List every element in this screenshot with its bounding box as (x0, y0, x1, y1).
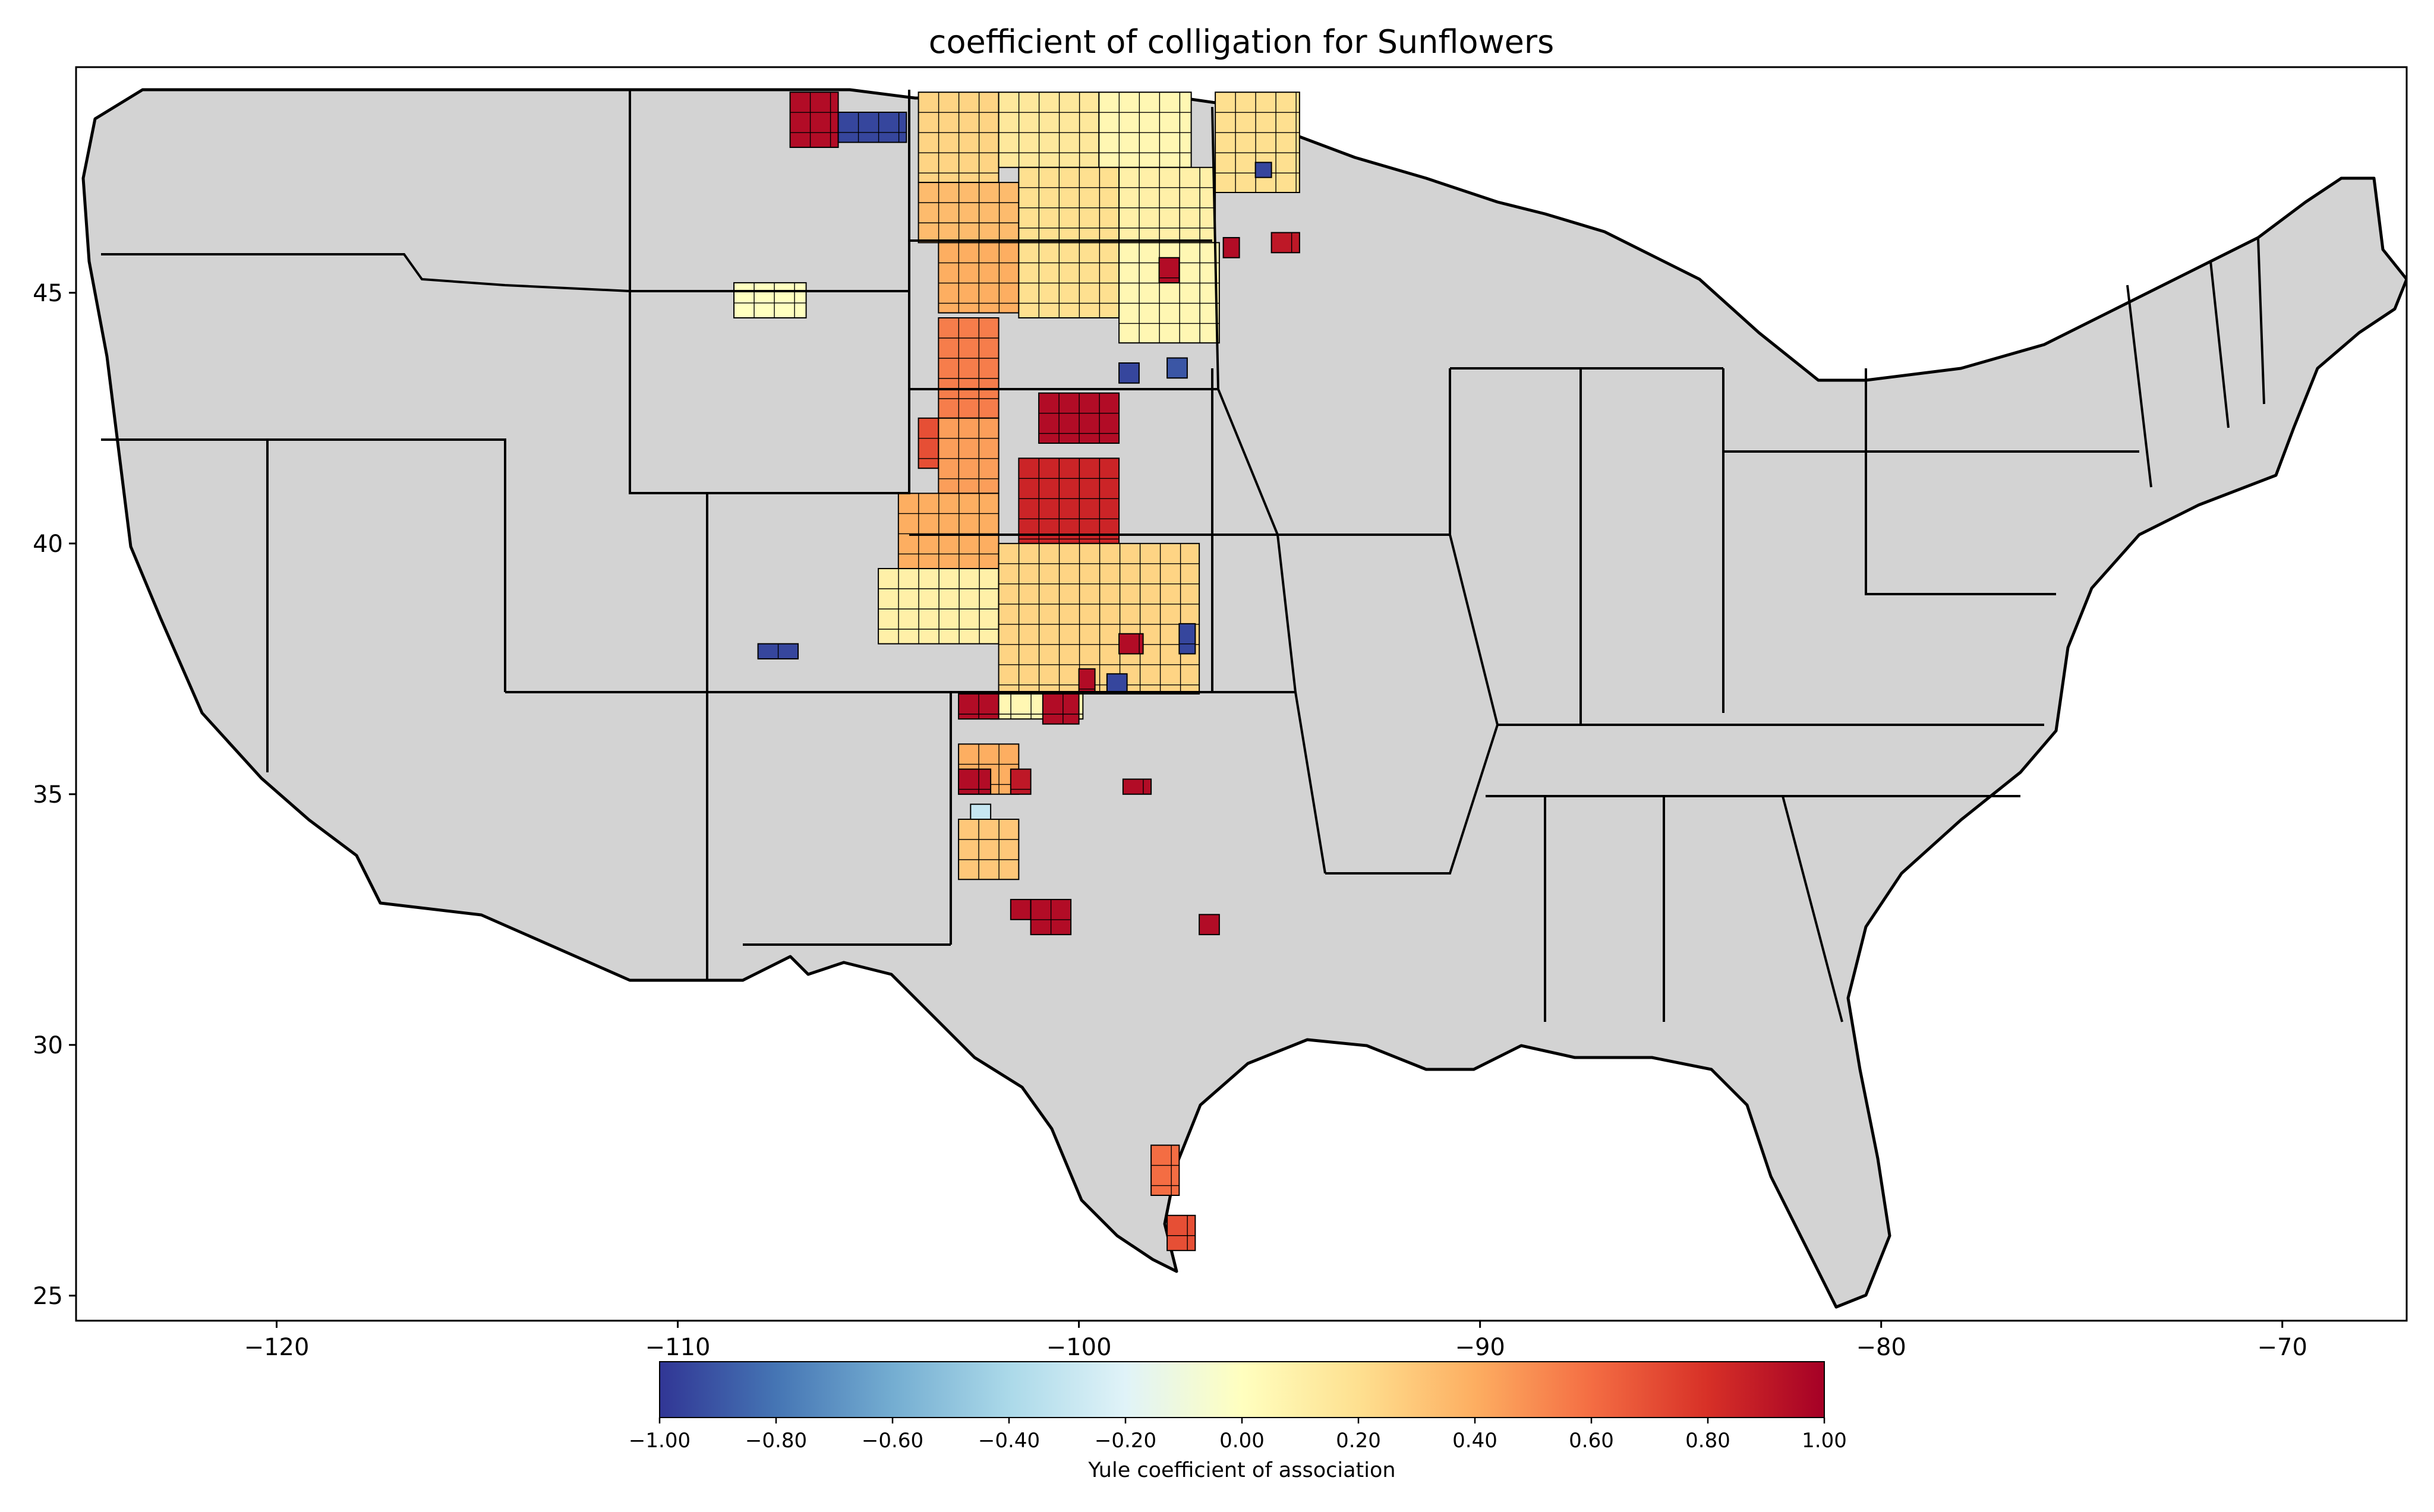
axes-frame (75, 66, 2408, 1322)
county-region-22 (1018, 457, 1120, 544)
county-region-25 (998, 542, 1200, 695)
county-region-32 (1042, 693, 1080, 725)
county-region-1 (837, 111, 907, 143)
colorbar-tick-label: −0.40 (978, 1429, 1040, 1453)
county-region-6 (1018, 166, 1120, 244)
county-regions (733, 91, 1300, 1251)
county-region-0 (789, 91, 839, 149)
county-region-28 (1078, 668, 1096, 695)
county-region-18 (938, 317, 1000, 419)
x-tick-label: −120 (244, 1334, 310, 1361)
colorbar-tick-label: −0.60 (862, 1429, 923, 1453)
county-region-7 (1118, 166, 1216, 244)
county-region-17 (1166, 357, 1188, 379)
state-borders (101, 90, 2265, 1022)
county-region-37 (970, 803, 992, 820)
county-region-35 (1010, 768, 1032, 795)
county-region-3 (998, 91, 1100, 168)
county-region-5 (918, 182, 1020, 244)
county-region-21 (938, 417, 1000, 494)
county-region-8 (1215, 91, 1300, 193)
us-landmass (81, 88, 2407, 1309)
colorbar-tick-label: 1.00 (1802, 1429, 1847, 1453)
y-tick-label: 30 (33, 1032, 63, 1059)
colorbar-label: Yule coefficient of association (1087, 1459, 1395, 1482)
county-region-15 (1158, 257, 1180, 283)
county-region-42 (757, 643, 799, 659)
county-region-4 (1098, 91, 1192, 168)
county-region-39 (1010, 899, 1032, 920)
y-tick-label: 35 (33, 781, 63, 809)
county-region-19 (1038, 392, 1120, 444)
x-axis-ticks: −120 −110 −100 −90 −80 −70 (244, 1321, 2307, 1361)
y-tick-label: 45 (33, 280, 63, 307)
county-region-29 (1106, 673, 1128, 695)
y-tick-label: 25 (33, 1283, 63, 1310)
county-region-45 (1166, 1214, 1196, 1251)
county-region-2 (918, 91, 1000, 184)
county-region-36 (1122, 778, 1152, 795)
y-tick-label: 40 (33, 531, 63, 558)
chart-title: coefficient of colligation for Sunflower… (929, 23, 1554, 61)
colorbar: −1.00 −0.80 −0.60 −0.40 −0.20 0.00 0.20 0.40 0.6… (629, 1361, 1847, 1482)
county-region-26 (1178, 623, 1196, 655)
county-region-40 (1030, 899, 1072, 936)
colorbar-ticks: −1.00 −0.80 −0.60 −0.40 −0.20 0.00 0.20 0.40 0.6… (629, 1418, 1847, 1453)
colorbar-tick-label: −0.80 (745, 1429, 807, 1453)
county-region-12 (938, 242, 1020, 314)
x-tick-label: −90 (1455, 1334, 1505, 1361)
colorbar-tick-label: 0.40 (1452, 1429, 1497, 1453)
county-region-27 (1118, 633, 1144, 655)
colorbar-tick-label: 0.80 (1685, 1429, 1730, 1453)
county-region-31 (958, 693, 1000, 720)
colorbar-bar (659, 1361, 1825, 1418)
county-region-10 (1270, 232, 1300, 254)
x-tick-label: −70 (2258, 1334, 2307, 1361)
county-region-20 (918, 417, 939, 469)
county-region-16 (1118, 362, 1140, 384)
colorbar-tick-label: −0.20 (1095, 1429, 1156, 1453)
map-axes: −120 −110 −100 −90 −80 −70 25 30 35 40 45 (33, 66, 2408, 1361)
county-region-11 (1222, 236, 1240, 258)
x-tick-label: −100 (1046, 1334, 1112, 1361)
county-region-41 (1199, 914, 1220, 936)
county-region-24 (878, 568, 1000, 645)
county-region-23 (897, 493, 1000, 570)
county-region-9 (1254, 162, 1272, 178)
colorbar-tick-label: −1.00 (629, 1429, 691, 1453)
county-region-34 (958, 768, 992, 795)
colorbar-tick-label: 0.20 (1336, 1429, 1381, 1453)
county-region-44 (1150, 1144, 1180, 1196)
county-region-13 (1018, 242, 1120, 318)
county-region-38 (958, 819, 1020, 880)
y-axis-ticks: 25 30 35 40 45 (33, 280, 76, 1310)
x-tick-label: −80 (1856, 1334, 1906, 1361)
colorbar-tick-label: 0.00 (1219, 1429, 1265, 1453)
x-tick-label: −110 (645, 1334, 711, 1361)
colorbar-tick-label: 0.60 (1569, 1429, 1614, 1453)
county-region-43 (733, 282, 807, 319)
